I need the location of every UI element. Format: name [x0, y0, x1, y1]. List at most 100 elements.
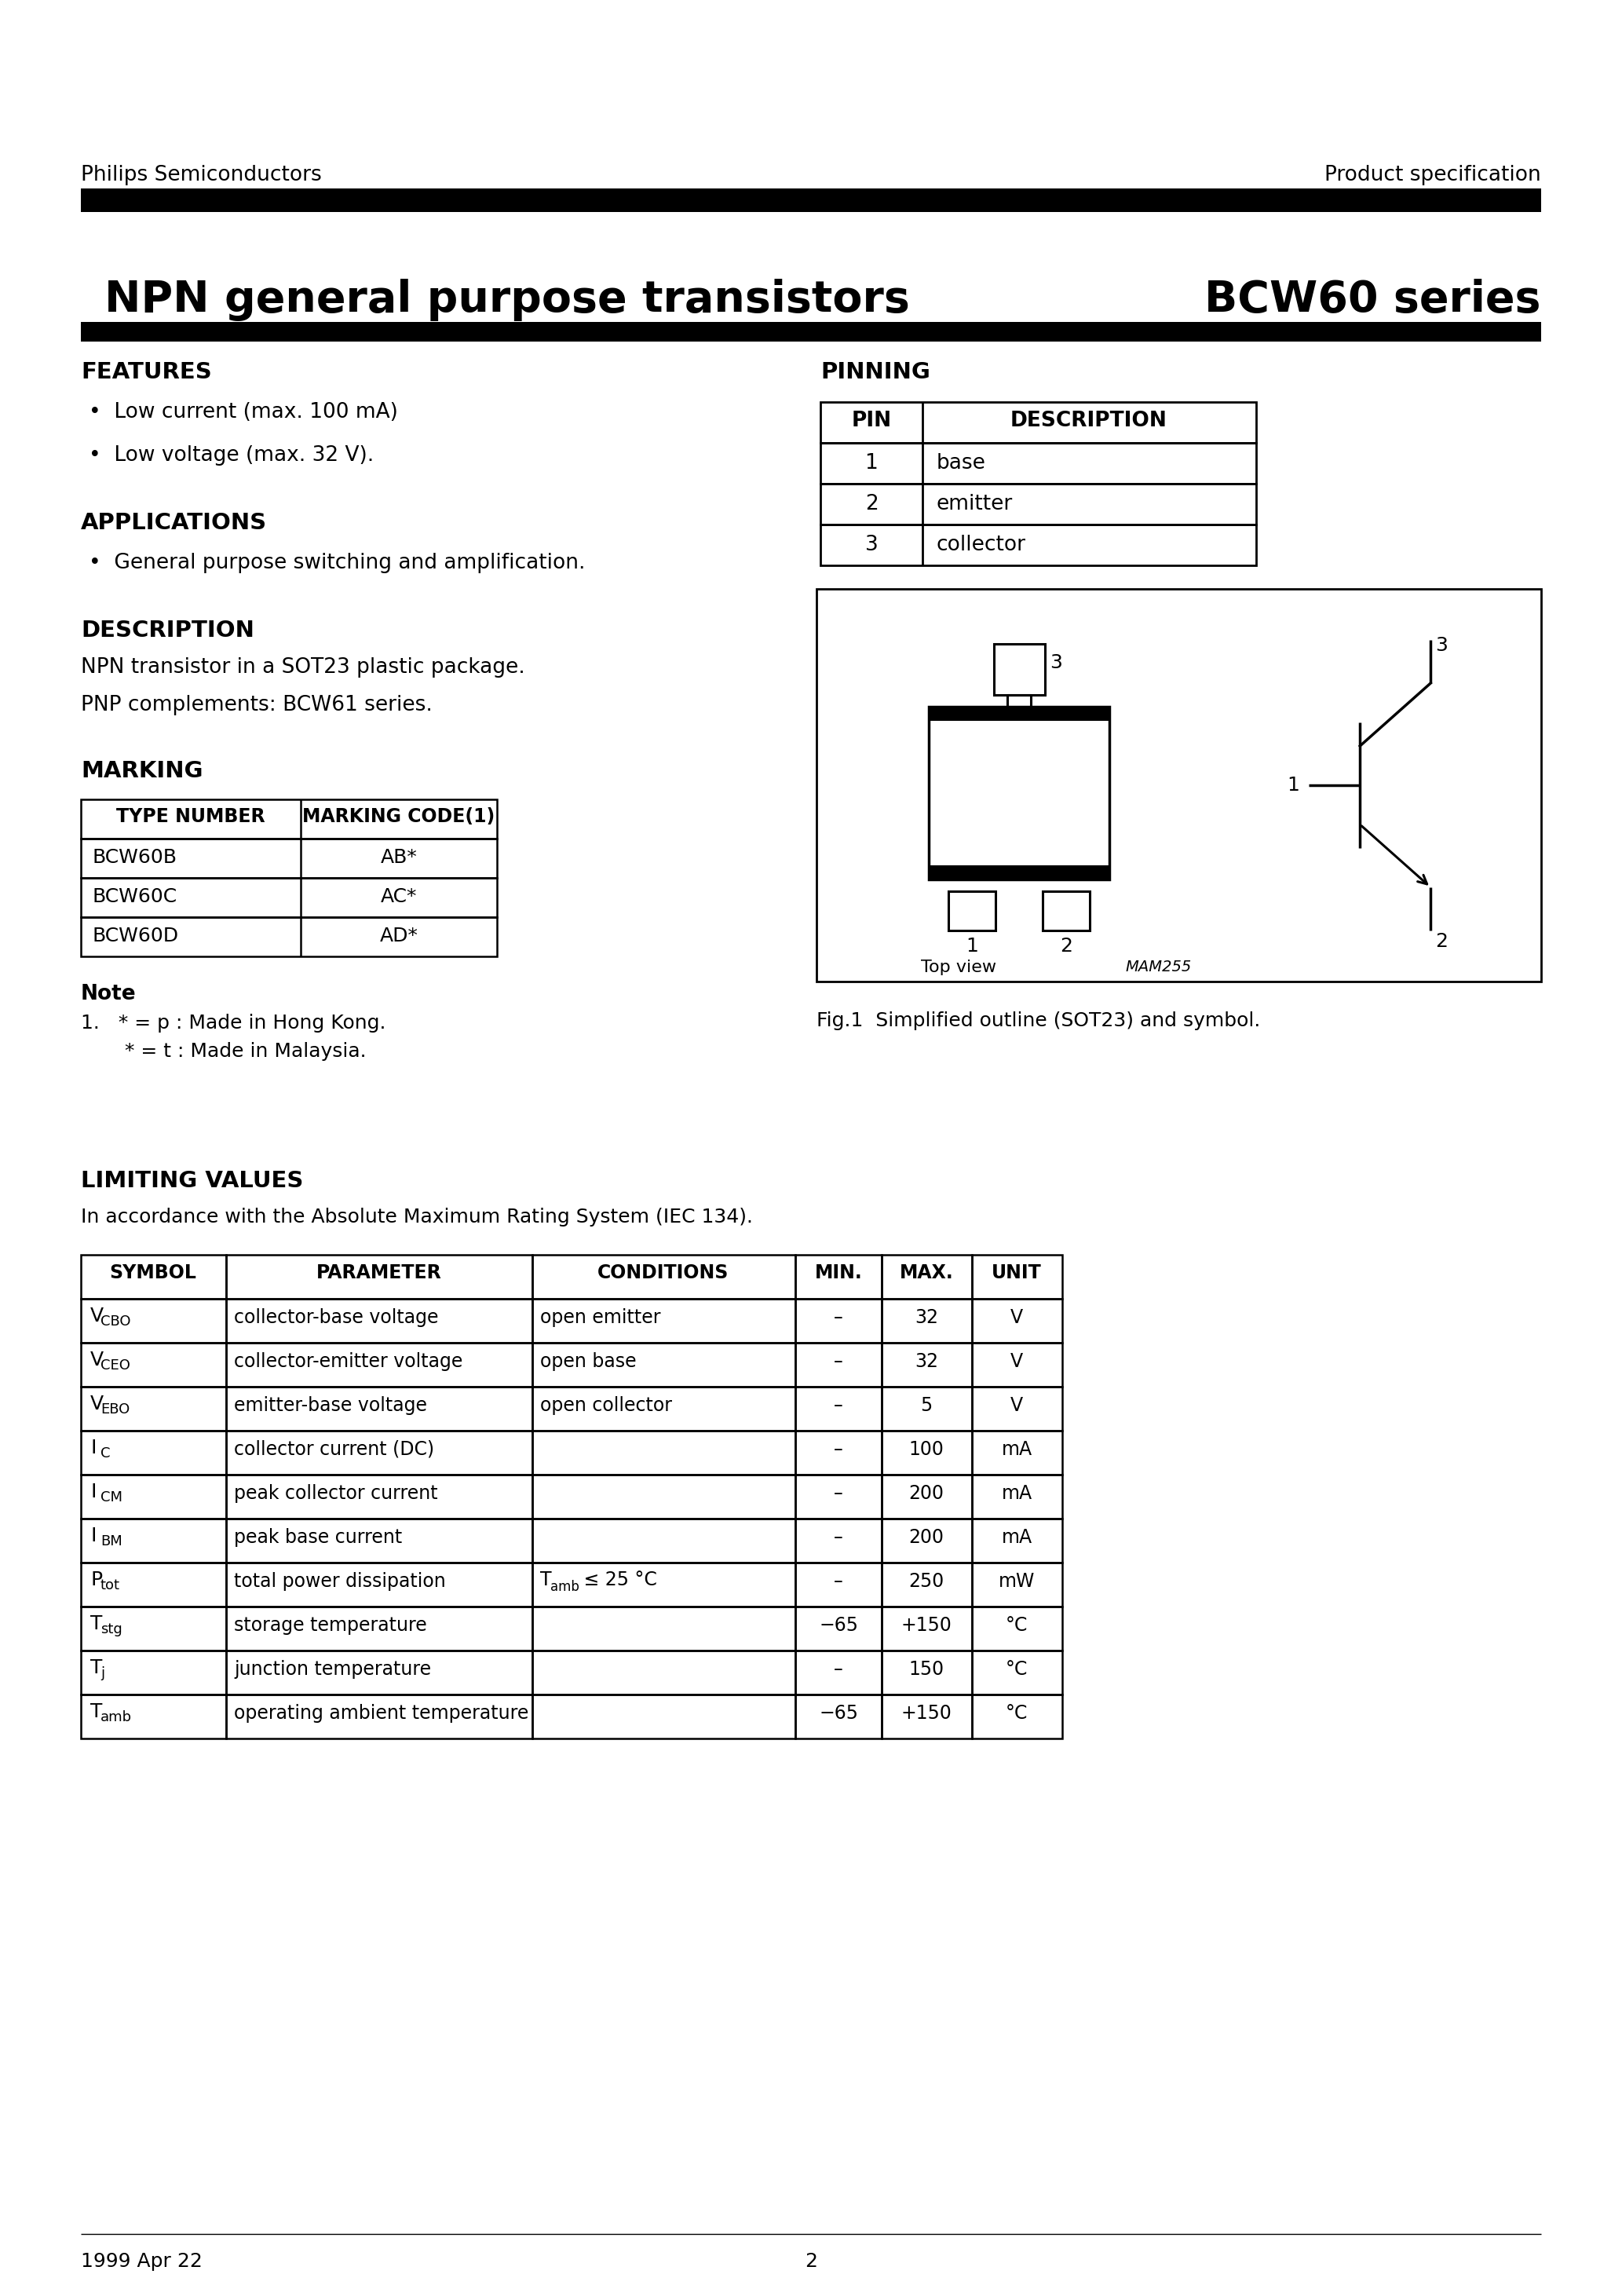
Text: emitter: emitter	[936, 494, 1014, 514]
Bar	[225, 1474, 532, 1518]
Bar	[994, 643, 1045, 696]
Bar	[225, 1518, 532, 1564]
Text: +150: +150	[900, 1704, 952, 1722]
Bar	[532, 1256, 795, 1300]
Bar	[225, 1607, 532, 1651]
Text: mW: mW	[999, 1573, 1035, 1591]
Text: mA: mA	[1001, 1529, 1032, 1548]
Bar	[225, 1300, 532, 1343]
Bar	[795, 1651, 882, 1694]
Bar	[532, 1607, 795, 1651]
Text: 2: 2	[865, 494, 878, 514]
Bar	[972, 1387, 1062, 1430]
Bar	[532, 1651, 795, 1694]
Text: •  General purpose switching and amplification.: • General purpose switching and amplific…	[89, 553, 586, 574]
Text: collector: collector	[936, 535, 1027, 556]
Bar	[882, 1518, 972, 1564]
Bar	[882, 1430, 972, 1474]
Bar	[882, 1651, 972, 1694]
Bar	[81, 1651, 225, 1694]
Text: PARAMETER: PARAMETER	[316, 1263, 441, 1281]
Text: 200: 200	[908, 1483, 944, 1504]
Text: T: T	[91, 1658, 102, 1678]
Text: T: T	[91, 1701, 102, 1722]
Bar	[816, 588, 1541, 980]
Text: BCW60D: BCW60D	[92, 928, 178, 946]
Bar	[882, 1474, 972, 1518]
Text: open emitter: open emitter	[540, 1309, 660, 1327]
Text: CEO: CEO	[101, 1359, 130, 1373]
Text: 250: 250	[908, 1573, 944, 1591]
Text: V: V	[1011, 1309, 1023, 1327]
Text: –: –	[834, 1660, 843, 1678]
Text: 5: 5	[920, 1396, 933, 1414]
Text: AD*: AD*	[380, 928, 418, 946]
Text: 200: 200	[908, 1529, 944, 1548]
Bar	[795, 1343, 882, 1387]
Bar	[225, 1430, 532, 1474]
Text: C: C	[101, 1446, 110, 1460]
Text: 1: 1	[865, 452, 878, 473]
Bar	[532, 1474, 795, 1518]
Text: MAM255: MAM255	[1126, 960, 1192, 974]
Bar	[225, 1694, 532, 1738]
Bar	[972, 1564, 1062, 1607]
Bar	[81, 877, 496, 916]
Bar	[225, 1343, 532, 1387]
Text: °C: °C	[1006, 1616, 1028, 1635]
Text: APPLICATIONS: APPLICATIONS	[81, 512, 268, 535]
Text: storage temperature: storage temperature	[234, 1616, 427, 1635]
Bar	[1043, 891, 1090, 930]
Text: peak collector current: peak collector current	[234, 1483, 438, 1504]
Text: UNIT: UNIT	[991, 1263, 1041, 1281]
Text: junction temperature: junction temperature	[234, 1660, 431, 1678]
Bar	[532, 1694, 795, 1738]
Text: 32: 32	[915, 1309, 938, 1327]
Text: −65: −65	[819, 1704, 858, 1722]
Text: Product specification: Product specification	[1325, 165, 1541, 186]
Text: mA: mA	[1001, 1440, 1032, 1458]
Text: NPN general purpose transistors: NPN general purpose transistors	[104, 278, 910, 321]
Text: V: V	[1011, 1396, 1023, 1414]
Text: MARKING CODE(1): MARKING CODE(1)	[303, 808, 495, 827]
Text: I: I	[91, 1527, 96, 1545]
Bar	[81, 1564, 225, 1607]
Text: P: P	[91, 1570, 102, 1589]
Bar	[795, 1564, 882, 1607]
Bar	[81, 1300, 225, 1343]
Text: –: –	[834, 1483, 843, 1504]
Bar	[225, 1256, 532, 1300]
Text: –: –	[834, 1573, 843, 1591]
Text: 1: 1	[967, 937, 978, 955]
Text: * = t : Made in Malaysia.: * = t : Made in Malaysia.	[81, 1042, 367, 1061]
Text: 1999 Apr 22: 1999 Apr 22	[81, 2252, 203, 2271]
Bar	[81, 838, 496, 877]
Bar	[882, 1694, 972, 1738]
Text: MARKING: MARKING	[81, 760, 203, 783]
Bar	[972, 1694, 1062, 1738]
Bar	[81, 916, 496, 957]
Text: BM: BM	[101, 1534, 122, 1548]
Text: FEATURES: FEATURES	[81, 360, 212, 383]
Bar	[972, 1430, 1062, 1474]
Bar	[81, 321, 1541, 342]
Text: V: V	[91, 1306, 104, 1325]
Text: 100: 100	[908, 1440, 944, 1458]
Text: –: –	[834, 1529, 843, 1548]
Text: NPN transistor in a SOT23 plastic package.: NPN transistor in a SOT23 plastic packag…	[81, 657, 526, 677]
Text: amb: amb	[101, 1711, 131, 1724]
Text: –: –	[834, 1309, 843, 1327]
Text: 3: 3	[1049, 654, 1062, 673]
Text: 32: 32	[915, 1352, 938, 1371]
Text: amb: amb	[550, 1580, 579, 1593]
Text: 2: 2	[805, 2252, 817, 2271]
Bar	[532, 1564, 795, 1607]
Bar	[929, 866, 1109, 879]
Text: Top view: Top view	[921, 960, 998, 976]
Bar	[81, 188, 1541, 211]
Text: ≤ 25 °C: ≤ 25 °C	[577, 1570, 657, 1589]
Bar	[81, 1518, 225, 1564]
Bar	[882, 1256, 972, 1300]
Bar	[821, 443, 1255, 484]
Bar	[81, 1474, 225, 1518]
